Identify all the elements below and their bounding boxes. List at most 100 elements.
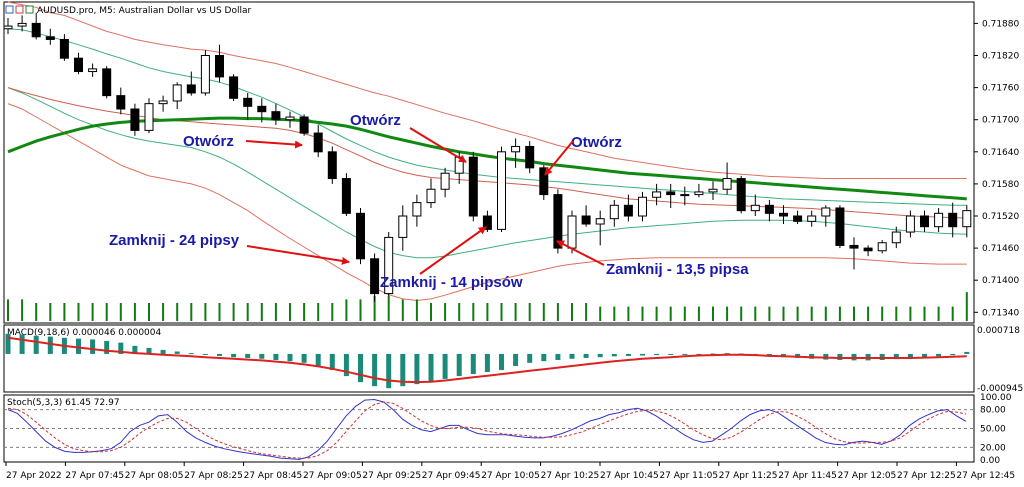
macd-histogram-bar xyxy=(879,353,885,360)
macd-histogram-bar xyxy=(442,353,448,379)
candle-body xyxy=(243,97,253,107)
price-tick-label: 0.71880 xyxy=(982,19,1019,29)
volume-layer xyxy=(7,292,968,321)
macd-histogram-bar xyxy=(428,353,434,383)
stoch-pane[interactable]: Stoch(5,3,3) 61.45 72.97 100.00 80.00 50.0… xyxy=(3,393,1012,466)
candle-body xyxy=(863,247,873,252)
macd-histogram-bar xyxy=(456,353,462,377)
candle-body xyxy=(652,191,662,198)
stoch-main-line xyxy=(7,398,967,460)
macd-ytick-bottom: -0.000945 xyxy=(977,384,1023,394)
stoch-tick-label: 20.00 xyxy=(980,443,1006,453)
window-icon xyxy=(15,5,24,14)
candle-body xyxy=(299,116,309,134)
candle-body xyxy=(708,188,718,193)
macd-histogram-bar xyxy=(273,353,279,360)
macd-histogram-bar xyxy=(907,353,913,359)
arrow-open-2 xyxy=(245,140,303,149)
candle-body xyxy=(59,38,69,59)
macd-histogram-bar xyxy=(5,333,11,354)
price-tick-label: 0.71580 xyxy=(982,180,1019,190)
macd-title: MACD(9,18,6) 0.000046 0.000004 xyxy=(7,328,162,338)
arrow-open-3 xyxy=(544,140,574,176)
candle-body xyxy=(736,178,746,212)
candle-body xyxy=(398,215,408,238)
candle-body xyxy=(313,132,323,153)
price-tick-label: 0.71760 xyxy=(982,84,1019,94)
candle-body xyxy=(680,194,690,197)
time-tick-label: 27 Apr 12:45 xyxy=(956,471,1015,481)
macd-histogram-bar xyxy=(202,353,208,355)
time-tick-label: 27 Apr 09:05 xyxy=(303,471,362,481)
candle-body xyxy=(849,244,859,249)
annotations: Otwórz Otwórz Otwórz Zamknij - 24 pipsy … xyxy=(109,112,749,291)
arrow-close-2 xyxy=(419,226,487,275)
macd-histogram-bar xyxy=(499,353,504,371)
macd-histogram-bar xyxy=(555,353,561,360)
macd-histogram-bar xyxy=(893,353,899,360)
candle-body xyxy=(835,207,845,246)
arrow-open-1 xyxy=(409,127,467,163)
price-pane[interactable]: 0.71880 0.71820 0.71760 0.71700 0.71640 0.715… xyxy=(3,1,1019,324)
price-tick-label: 0.71400 xyxy=(982,276,1019,286)
macd-pane[interactable]: MACD(9,18,6) 0.000046 0.000004 0.000718 … xyxy=(3,324,1023,394)
price-axis: 0.71880 0.71820 0.71760 0.71700 0.71640 0.715… xyxy=(974,19,1019,318)
candles-layer xyxy=(3,12,972,302)
macd-histogram-bar xyxy=(527,353,533,363)
time-tick-label: 27 Apr 11:45 xyxy=(778,471,837,481)
macd-pane-border xyxy=(3,324,975,393)
bands-layer xyxy=(7,1,967,302)
time-tick-label: 27 Apr 11:25 xyxy=(719,471,778,481)
candle-body xyxy=(525,145,535,169)
candle-body xyxy=(426,188,436,204)
candle-body xyxy=(905,215,915,233)
annotation-open-2: Otwórz xyxy=(183,133,234,150)
macd-histogram-bar xyxy=(259,353,265,359)
candle-body xyxy=(511,145,521,153)
candle-body xyxy=(595,218,605,225)
candle-body xyxy=(271,111,281,121)
symbol-header: AUDUSD.pro, M5: Australian Dollar vs US … xyxy=(5,5,251,16)
macd-histogram-bar xyxy=(217,353,222,356)
macd-histogram-bar xyxy=(174,351,180,354)
candle-body xyxy=(962,210,972,228)
macd-histogram-bar xyxy=(400,353,406,387)
macd-histogram-bar xyxy=(470,353,476,375)
price-tick-label: 0.71700 xyxy=(982,116,1019,126)
time-tick-label: 27 Apr 2022 xyxy=(6,471,62,481)
candle-body xyxy=(130,108,140,131)
candle-body xyxy=(412,202,422,217)
macd-histogram-bar xyxy=(188,353,194,355)
stoch-signal-line xyxy=(7,401,967,459)
time-tick-label: 27 Apr 12:25 xyxy=(897,471,956,481)
price-tick-label: 0.71640 xyxy=(982,148,1019,158)
stoch-title: Stoch(5,3,3) 61.45 72.97 xyxy=(7,398,120,408)
bollinger-inner-upper xyxy=(7,28,967,206)
macd-histogram-bar xyxy=(936,353,942,357)
macd-histogram-bar xyxy=(640,353,645,356)
stoch-layer xyxy=(4,398,974,460)
candle-body xyxy=(285,116,295,121)
macd-histogram-bar xyxy=(76,338,81,354)
candle-body xyxy=(581,215,591,225)
candle-body xyxy=(356,212,365,260)
candle-body xyxy=(722,178,732,190)
candle-body xyxy=(779,212,788,217)
stoch-axis: 100.00 80.00 50.00 20.00 0.00 xyxy=(980,393,1012,466)
candle-body xyxy=(623,204,633,217)
stoch-tick-label: 80.00 xyxy=(980,406,1006,416)
macd-histogram-bar xyxy=(343,353,349,377)
candle-body xyxy=(341,178,351,214)
time-tick-label: 27 Apr 12:05 xyxy=(838,471,897,481)
candle-body xyxy=(877,242,887,252)
candle-body xyxy=(694,191,704,196)
candle-body xyxy=(934,212,944,228)
candle-body xyxy=(200,55,210,94)
price-tick-label: 0.71460 xyxy=(982,244,1019,254)
bollinger-inner-lower xyxy=(7,87,967,259)
candle-body xyxy=(257,105,267,113)
time-tick-label: 27 Apr 08:45 xyxy=(244,471,303,481)
stoch-tick-label: 100.00 xyxy=(980,393,1012,403)
candle-body xyxy=(102,68,112,97)
